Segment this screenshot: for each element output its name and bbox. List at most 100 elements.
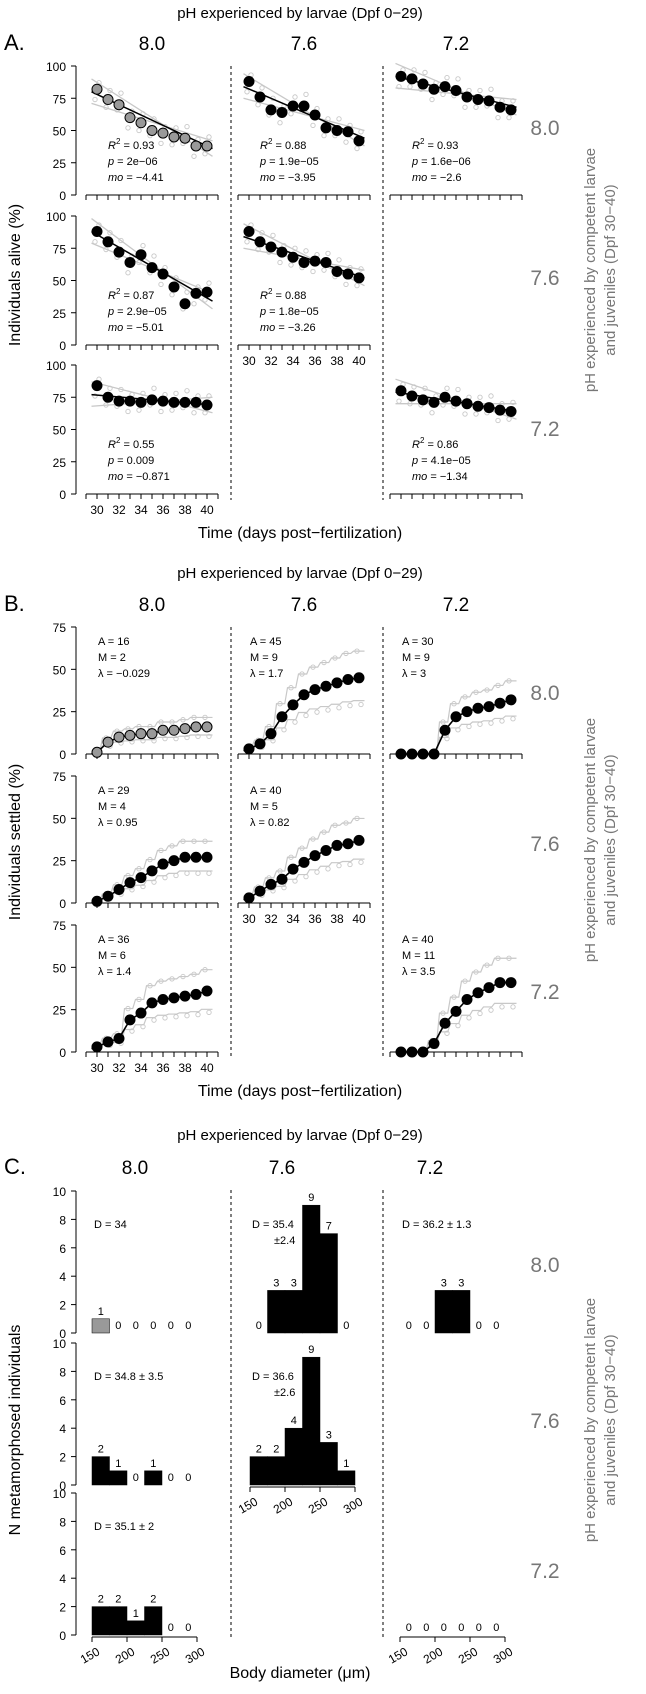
y-tick-label: 100 bbox=[46, 210, 66, 224]
replicate-point bbox=[325, 116, 331, 122]
p-value-text: p = 4.1e−05 bbox=[411, 455, 471, 467]
mean-point bbox=[287, 699, 299, 711]
mean-point bbox=[450, 395, 462, 407]
y-tick-label: 0 bbox=[59, 1629, 66, 1643]
replicate-point bbox=[477, 394, 483, 400]
panel-title: pH experienced by larvae (Dpf 0−29) bbox=[177, 1127, 423, 1144]
mean-point bbox=[124, 729, 136, 741]
column-label: 7.6 bbox=[269, 1158, 295, 1179]
mo-value: = −4.41 bbox=[123, 172, 163, 184]
replicate-point bbox=[354, 145, 360, 152]
mo-text: mo = −3.95 bbox=[260, 172, 316, 184]
panel-title: pH experienced by larvae (Dpf 0−29) bbox=[177, 565, 423, 582]
replicate-point bbox=[473, 104, 479, 110]
cell-7.2-8.0: 30 32 34 36 38 40 A = 36 M = 6 λ = 1.4 bbox=[85, 934, 219, 1075]
replicate-point bbox=[180, 717, 186, 723]
y-tick-label: 100 bbox=[46, 60, 66, 74]
replicate-point bbox=[354, 283, 360, 289]
replicate-point bbox=[332, 655, 338, 661]
replicate-point bbox=[206, 134, 212, 140]
replicate-point bbox=[473, 411, 479, 417]
x-tick-label: 30 bbox=[90, 1061, 104, 1075]
mean-point bbox=[124, 877, 136, 889]
superscript: 2 bbox=[268, 287, 273, 296]
param-A: A = 45 bbox=[250, 636, 282, 648]
histogram-bar bbox=[144, 1470, 163, 1486]
mean-point bbox=[146, 997, 158, 1009]
mean-point bbox=[450, 85, 462, 97]
mo-text: mo = −5.01 bbox=[108, 322, 164, 334]
r-squared-text: R2 = 0.55 bbox=[108, 436, 154, 451]
x-tick-label: 34 bbox=[134, 503, 148, 517]
superscript: 2 bbox=[116, 137, 121, 146]
mean-point bbox=[157, 724, 169, 736]
replicate-point bbox=[169, 976, 175, 982]
bar-count-label: 0 bbox=[168, 1622, 174, 1634]
mean-point bbox=[406, 390, 418, 402]
mean-point bbox=[168, 992, 180, 1004]
mean-point bbox=[417, 394, 429, 406]
mean-point bbox=[168, 281, 180, 293]
mean-point bbox=[505, 977, 517, 989]
bar-count-label: 0 bbox=[423, 1622, 429, 1634]
y-axis-label: Individuals alive (%) bbox=[7, 204, 24, 346]
replicate-point bbox=[396, 398, 402, 404]
r-label: R bbox=[108, 290, 116, 302]
replicate-point bbox=[325, 866, 331, 872]
mean-point bbox=[102, 94, 114, 106]
x-tick-label: 32 bbox=[264, 354, 278, 368]
r-label: R bbox=[260, 140, 268, 152]
mean-point bbox=[179, 132, 191, 144]
x-tick-label: 40 bbox=[352, 354, 366, 368]
replicate-point bbox=[277, 120, 283, 126]
mean-point bbox=[102, 1036, 114, 1048]
mean-point bbox=[254, 738, 266, 750]
p-value-text: p = 2.9e−05 bbox=[107, 306, 167, 318]
param-lambda: λ = 1.7 bbox=[250, 668, 283, 680]
replicate-point bbox=[506, 678, 512, 684]
replicate-point bbox=[288, 854, 294, 860]
mo-value: = −2.6 bbox=[427, 172, 461, 184]
histogram-bar bbox=[109, 1606, 128, 1636]
replicate-point bbox=[422, 69, 428, 76]
mean-point bbox=[201, 721, 213, 733]
replicate-point bbox=[244, 89, 250, 95]
mean-point bbox=[168, 131, 180, 143]
mean-point bbox=[406, 73, 418, 85]
x-tick-label: 250 bbox=[456, 1644, 481, 1666]
histogram-bar bbox=[319, 1233, 338, 1334]
param-M: M = 5 bbox=[250, 801, 278, 813]
bar-count-label: 0 bbox=[185, 1320, 191, 1332]
replicate-point bbox=[510, 399, 516, 406]
p-value: = 0.009 bbox=[114, 455, 154, 467]
replicate-point bbox=[136, 407, 142, 413]
mean-point bbox=[146, 728, 158, 740]
row-label: 7.6 bbox=[530, 1410, 559, 1433]
mean-point bbox=[428, 83, 440, 95]
replicate-point bbox=[191, 838, 197, 844]
replicate-point bbox=[125, 270, 131, 276]
growth-curve bbox=[395, 981, 511, 1053]
bar-count-label: 1 bbox=[150, 1458, 156, 1470]
mean-point bbox=[428, 748, 440, 760]
replicate-point bbox=[277, 868, 283, 874]
y-tick-label: 25 bbox=[53, 456, 67, 470]
replicate-point bbox=[484, 687, 490, 693]
y-tick-label: 2 bbox=[59, 1601, 66, 1615]
replicate-point bbox=[407, 83, 413, 90]
bar-count-label: 0 bbox=[150, 1320, 156, 1332]
replicate-point bbox=[206, 870, 212, 876]
replicate-point bbox=[451, 994, 457, 1000]
y-tick-label: 0 bbox=[59, 1046, 66, 1060]
y-tick-label: 25 bbox=[53, 307, 67, 321]
mean-point bbox=[157, 994, 169, 1006]
mean-point bbox=[494, 977, 506, 989]
y-tick-label: 6 bbox=[59, 1544, 66, 1558]
side-title: and juveniles (Dpf 30−40) bbox=[602, 1334, 619, 1505]
mo-text: mo = −2.6 bbox=[412, 172, 462, 184]
mean-point bbox=[243, 225, 255, 237]
r-value: = 0.86 bbox=[424, 439, 458, 451]
param-lambda: λ = 3 bbox=[402, 668, 426, 680]
bar-count-label: 0 bbox=[476, 1622, 482, 1634]
